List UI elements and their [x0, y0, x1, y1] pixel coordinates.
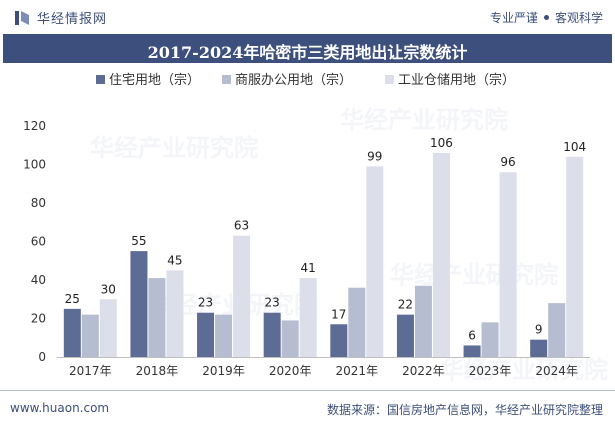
bar — [499, 172, 517, 357]
legend-swatch — [96, 75, 105, 84]
data-label: 23 — [198, 296, 213, 310]
slogan: 专业严谨 客观科学 — [490, 9, 603, 26]
y-tick-label: 40 — [31, 273, 46, 287]
data-label: 9 — [535, 323, 543, 337]
x-tick-label: 2021年 — [336, 364, 379, 378]
bar — [330, 324, 348, 357]
data-label: 55 — [131, 234, 146, 248]
brand-name: 华经情报网 — [37, 12, 108, 27]
top-bar: 华经情报网 专业严谨 客观科学 — [0, 0, 615, 34]
footer-source: 数据来源：国信房地产信息网，华经产业研究院整理 — [326, 403, 603, 417]
x-tick-label: 2019年 — [202, 364, 245, 378]
bar — [481, 322, 499, 357]
x-tick-label: 2022年 — [402, 364, 445, 378]
data-label: 25 — [65, 292, 80, 306]
x-tick-label: 2017年 — [69, 364, 112, 378]
bar — [396, 314, 414, 357]
bar — [548, 303, 566, 357]
x-tick-label: 2020年 — [269, 364, 312, 378]
data-label: 96 — [500, 155, 515, 169]
bar — [299, 278, 317, 357]
y-tick-label: 100 — [23, 158, 46, 172]
legend-swatch — [222, 75, 231, 84]
bar — [530, 339, 548, 357]
bar — [432, 152, 450, 357]
x-tick-label: 2023年 — [469, 364, 512, 378]
footer: www.huaon.com 数据来源：国信房地产信息网，华经产业研究院整理 — [0, 390, 615, 428]
slogan-left: 专业严谨 — [489, 11, 538, 25]
y-tick-label: 120 — [23, 119, 46, 133]
slogan-dot-icon — [543, 15, 549, 20]
bar — [414, 285, 432, 357]
bar — [81, 314, 99, 357]
chart-title: 2017-2024年哈密市三类用地出让宗数统计 — [147, 43, 468, 62]
brand-logo-icon — [15, 10, 29, 25]
y-tick-label: 0 — [38, 350, 46, 364]
bar — [463, 345, 481, 357]
bar — [348, 287, 366, 357]
data-label: 23 — [265, 296, 280, 310]
y-tick-label: 80 — [31, 196, 46, 210]
brand[interactable]: 华经情报网 — [14, 8, 107, 27]
bar — [281, 320, 299, 357]
bar — [166, 270, 184, 357]
bar — [566, 156, 584, 357]
data-label: 41 — [301, 261, 316, 275]
x-tick-label: 2018年 — [136, 364, 179, 378]
data-label: 106 — [430, 136, 453, 150]
data-label: 45 — [167, 253, 182, 267]
title-bar: 2017-2024年哈密市三类用地出让宗数统计 — [3, 34, 612, 63]
bar — [197, 312, 215, 357]
data-label: 6 — [468, 328, 476, 342]
x-tick-label: 2024年 — [535, 364, 578, 378]
y-tick-label: 60 — [31, 235, 46, 249]
bar — [63, 308, 81, 357]
legend-swatch — [385, 75, 394, 84]
y-tick-label: 20 — [31, 312, 46, 326]
data-label: 99 — [367, 149, 382, 163]
bar — [263, 312, 281, 357]
bar — [366, 166, 384, 357]
bar — [99, 299, 117, 357]
legend-label: 商服办公用地（宗） — [235, 72, 352, 88]
bar — [130, 251, 148, 357]
data-label: 30 — [101, 282, 116, 296]
footer-url[interactable]: www.huaon.com — [10, 401, 110, 415]
slogan-right: 客观科学 — [554, 11, 603, 25]
bar — [215, 314, 233, 357]
data-label: 63 — [234, 219, 249, 233]
data-label: 22 — [398, 298, 413, 312]
legend-label: 工业仓储用地（宗） — [398, 72, 515, 88]
legend-label: 住宅用地（宗） — [109, 72, 200, 88]
bar-chart: 住宅用地（宗） 商服办公用地（宗） 工业仓储用地（宗） 0 20 40 60 80 100 120… — [23, 72, 590, 378]
bar — [233, 235, 251, 357]
data-label: 17 — [331, 307, 346, 321]
bar — [148, 278, 166, 357]
data-label: 104 — [563, 140, 586, 154]
